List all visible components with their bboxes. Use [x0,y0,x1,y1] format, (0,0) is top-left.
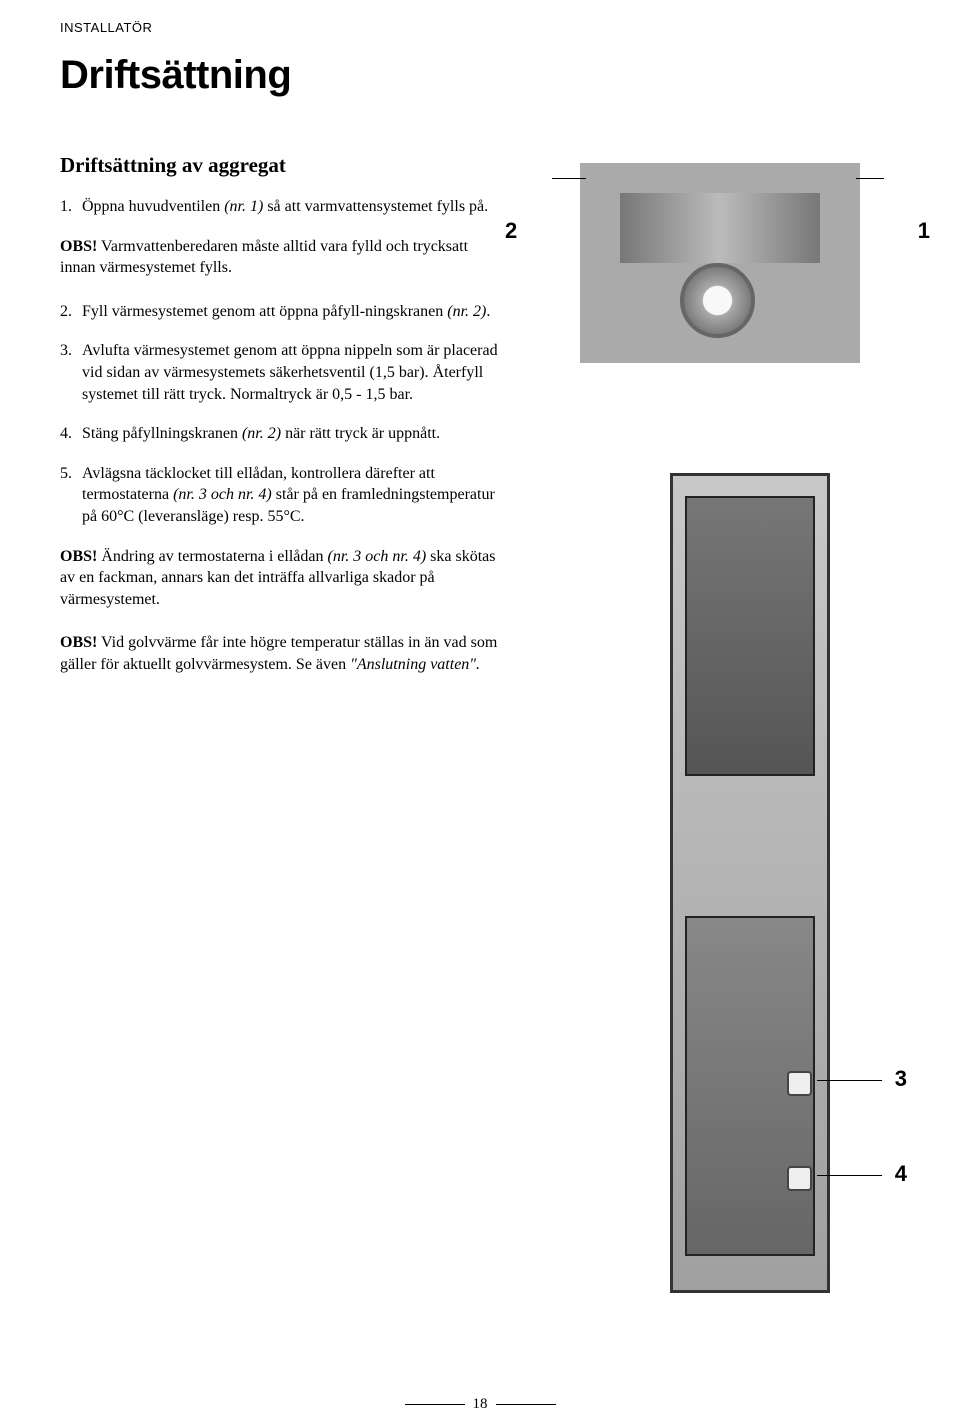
step-3-main: Avlufta värmesystemet genom att öppna ni… [82,342,498,402]
obs-1-bold: OBS! [60,238,97,255]
thermostat-4-icon [787,1166,812,1191]
obs-2-bold: OBS! [60,548,97,565]
pointer-line-2 [552,178,586,179]
figure-label-2: 2 [505,218,517,244]
step-5-num: 5. [60,463,82,528]
step-4-suffix: när rätt tryck är uppnått. [281,425,440,442]
pointer-line-4 [817,1175,882,1176]
step-5-text: Avlägsna täcklocket till ellådan, kontro… [82,463,500,528]
step-1-main: Öppna huvudventilen [82,198,224,215]
step-2: 2. Fyll värmesystemet genom att öppna på… [60,301,500,323]
page-number: 18 [0,1396,960,1413]
step-3-num: 3. [60,340,82,405]
step-2-text: Fyll värmesystemet genom att öppna påfyl… [82,301,500,323]
step-4-main: Stäng påfyllningskranen [82,425,242,442]
el-box-inner-top [685,496,815,776]
section-header-label: INSTALLATÖR [60,20,900,35]
figure-label-4: 4 [895,1161,907,1187]
figure-bottom-container: 3 4 [640,473,860,1293]
step-5: 5. Avlägsna täcklocket till ellådan, kon… [60,463,500,528]
instruction-list-2: 2. Fyll värmesystemet genom att öppna på… [60,301,500,528]
instruction-list: 1. Öppna huvudventilen (nr. 1) så att va… [60,196,500,218]
content-area: Driftsättning av aggregat 1. Öppna huvud… [60,153,900,698]
step-4-num: 4. [60,423,82,445]
pressure-gauge-icon [680,263,755,338]
obs-2-text: Ändring av termostaterna i ellådan [97,548,327,565]
left-column: Driftsättning av aggregat 1. Öppna huvud… [60,153,500,698]
thermostat-3-icon [787,1071,812,1096]
obs-3-italic: "Anslutning vatten". [350,656,480,673]
step-3-text: Avlufta värmesystemet genom att öppna ni… [82,340,500,405]
step-4: 4. Stäng påfyllningskranen (nr. 2) när r… [60,423,500,445]
obs-2: OBS! Ändring av termostaterna i ellådan … [60,546,500,611]
step-1-italic: (nr. 1) [224,198,263,215]
step-1-suffix: så att varmvattensystemet fylls på. [263,198,488,215]
obs-1: OBS! Varmvattenberedaren måste alltid va… [60,236,500,279]
figure-label-3: 3 [895,1066,907,1092]
step-2-main: Fyll värmesystemet genom att öppna påfyl… [82,303,447,320]
figure-valve-gauge [580,163,860,363]
figure-label-1: 1 [918,218,930,244]
right-column: 2 1 3 4 [540,153,900,698]
step-2-italic: (nr. 2) [447,303,486,320]
page-title: Driftsättning [60,53,900,98]
step-2-suffix: . [486,303,490,320]
pointer-line-3 [817,1080,882,1081]
obs-1-text: Varmvattenberedaren måste alltid vara fy… [60,238,468,277]
subtitle: Driftsättning av aggregat [60,153,500,178]
obs-2-italic: (nr. 3 och nr. 4) [327,548,426,565]
step-1-text: Öppna huvudventilen (nr. 1) så att varmv… [82,196,500,218]
step-3: 3. Avlufta värmesystemet genom att öppna… [60,340,500,405]
step-1: 1. Öppna huvudventilen (nr. 1) så att va… [60,196,500,218]
step-5-italic: (nr. 3 och nr. 4) [173,486,272,503]
figure-electrical-box: 3 4 [670,473,830,1293]
pointer-line-1 [856,178,884,179]
step-4-text: Stäng påfyllningskranen (nr. 2) när rätt… [82,423,500,445]
valve-block-icon [620,193,820,263]
step-4-italic: (nr. 2) [242,425,281,442]
step-1-num: 1. [60,196,82,218]
obs-3-bold: OBS! [60,634,97,651]
step-2-num: 2. [60,301,82,323]
obs-3: OBS! Vid golvvärme får inte högre temper… [60,632,500,675]
